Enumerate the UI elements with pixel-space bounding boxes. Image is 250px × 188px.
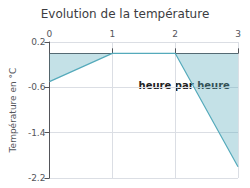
svg-text:Evolution de la température: Evolution de la température xyxy=(41,7,210,21)
svg-text:heure par heure: heure par heure xyxy=(138,80,230,91)
svg-text:2: 2 xyxy=(172,29,178,39)
svg-text:-0.6: -0.6 xyxy=(28,82,46,92)
svg-text:0.2: 0.2 xyxy=(31,37,45,47)
svg-text:3: 3 xyxy=(235,29,241,39)
svg-text:0: 0 xyxy=(47,29,53,39)
svg-text:1: 1 xyxy=(109,29,115,39)
svg-text:-1.4: -1.4 xyxy=(28,128,46,138)
svg-text:Température en °C: Température en °C xyxy=(8,68,18,154)
svg-text:-2.2: -2.2 xyxy=(28,173,46,183)
